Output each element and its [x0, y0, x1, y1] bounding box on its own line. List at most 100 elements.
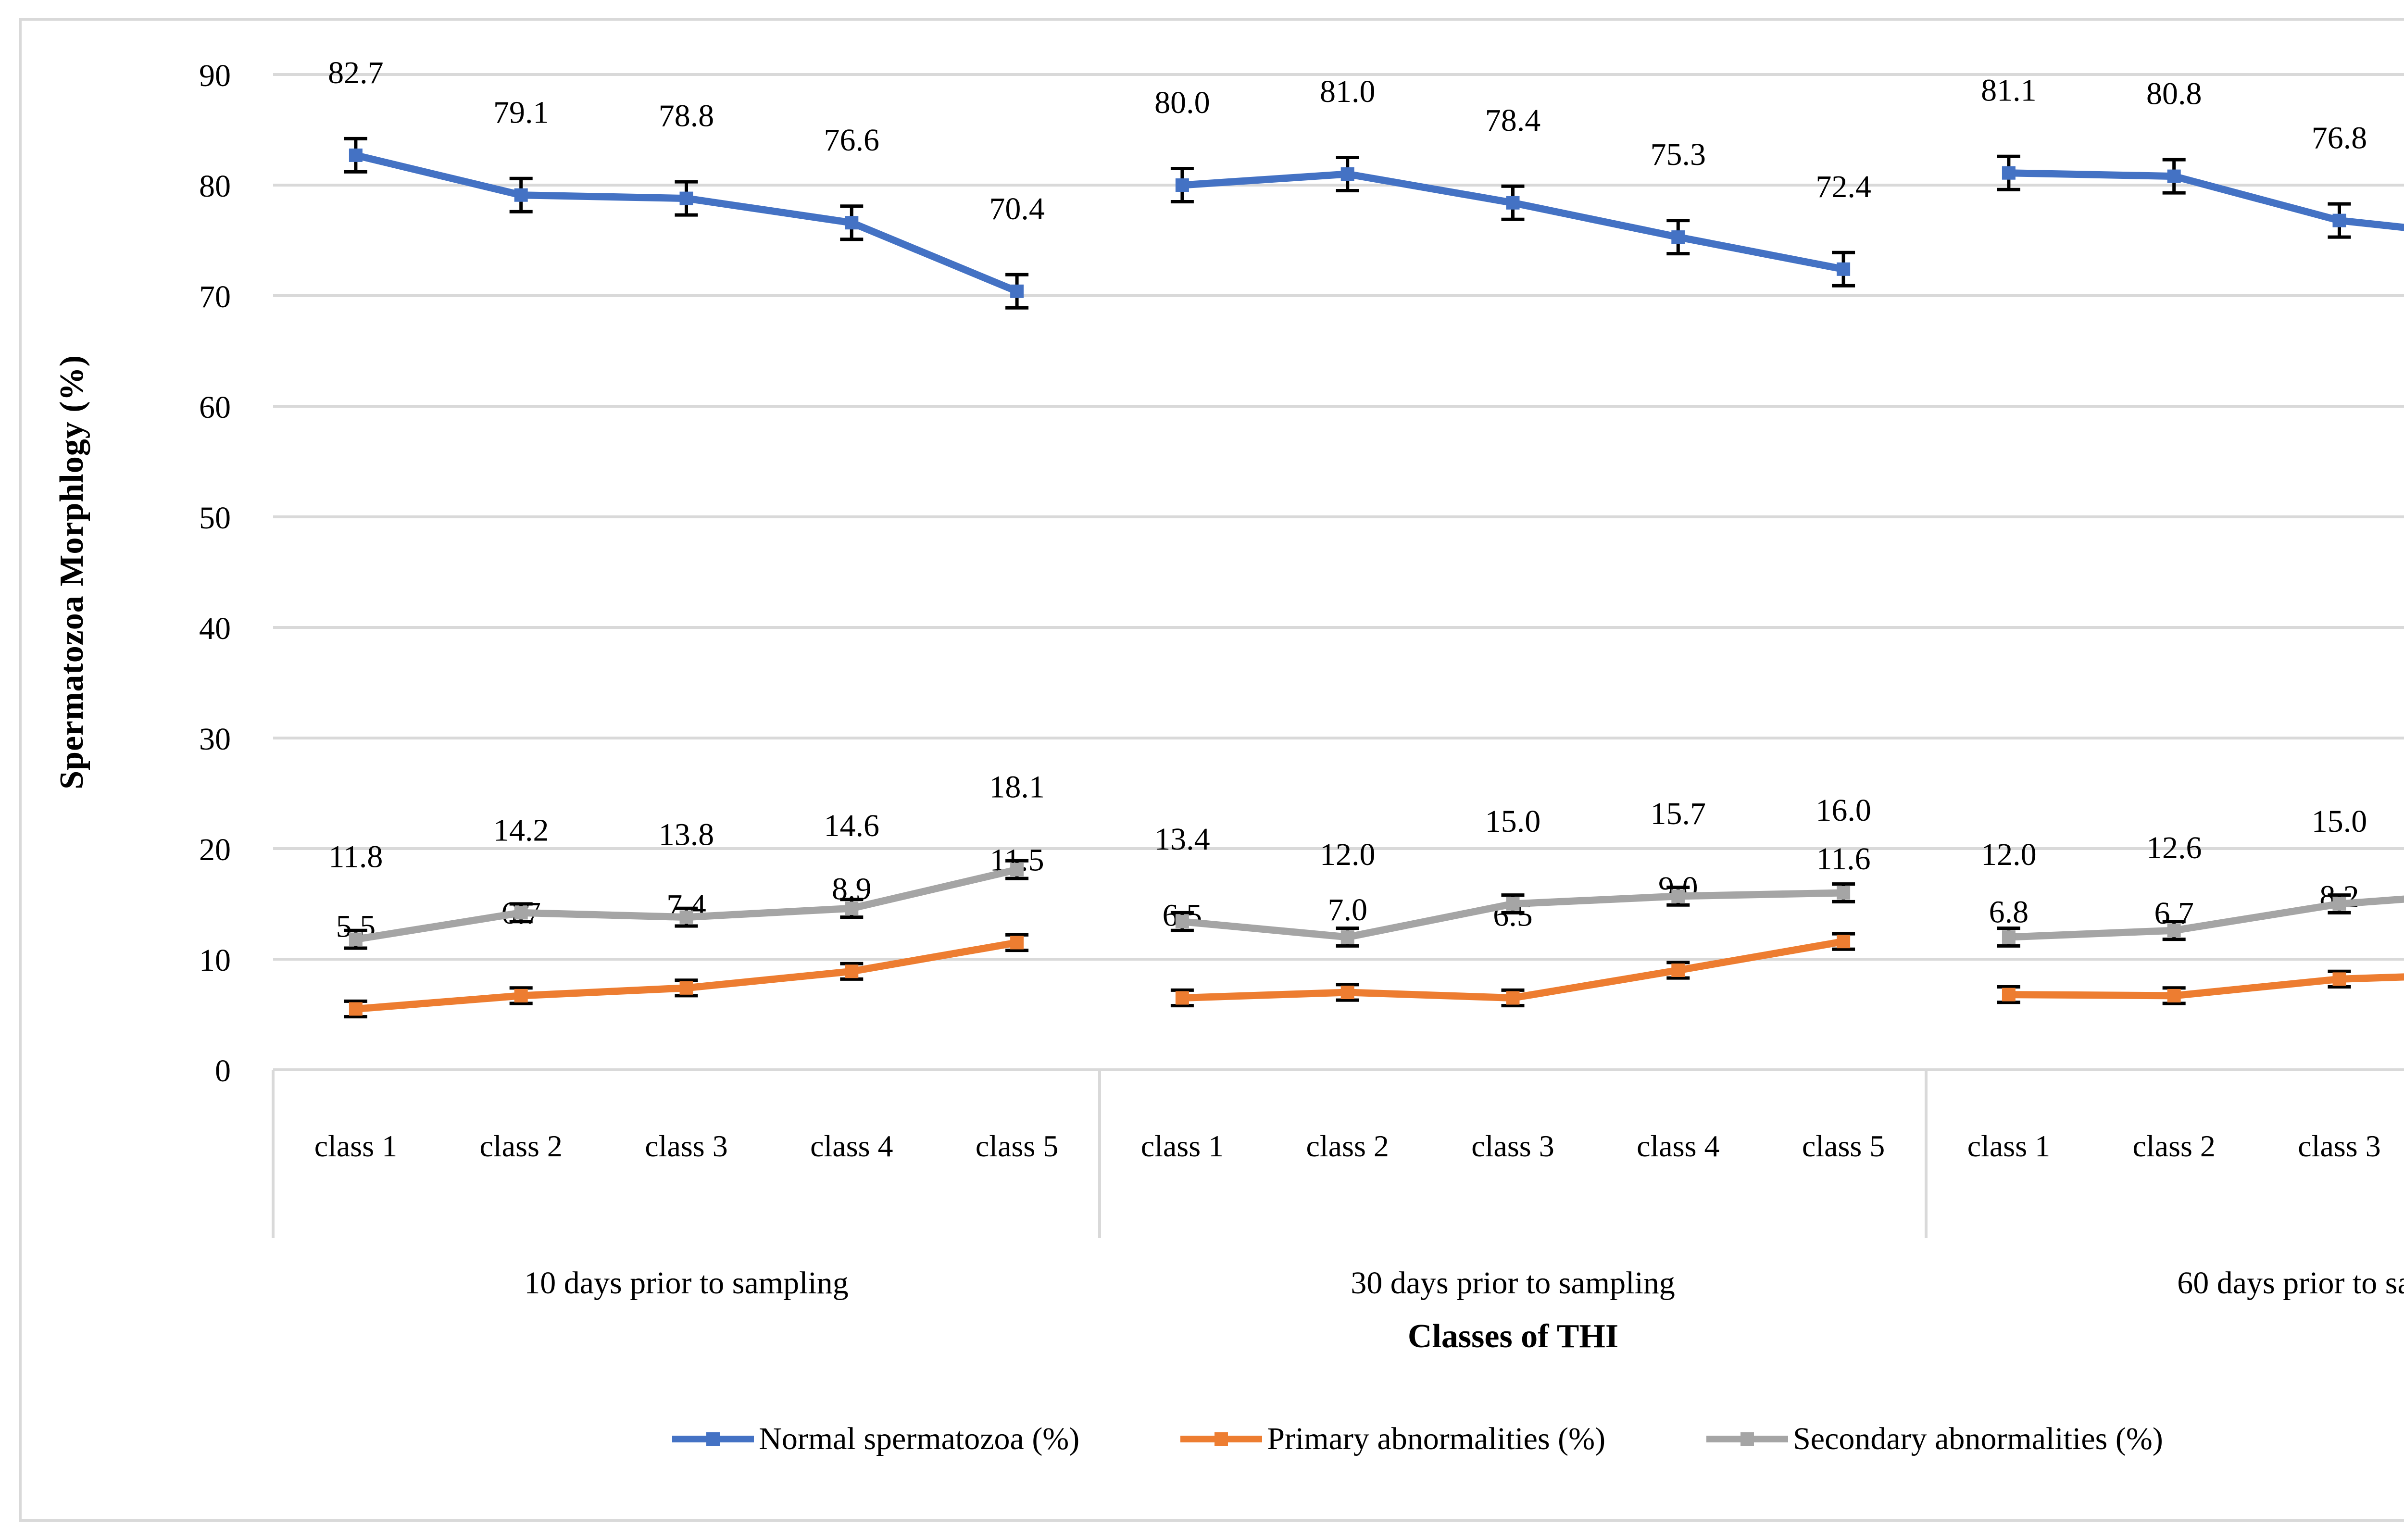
series-marker: [1010, 936, 1024, 950]
x-category-label: class 3: [645, 1129, 727, 1163]
y-tick-label: 70: [199, 279, 231, 314]
series-line: [352, 151, 1021, 295]
data-label: 75.3: [1651, 137, 1706, 172]
y-tick-label: 60: [199, 390, 231, 425]
series-marker: [2167, 924, 2181, 938]
data-label: 76.6: [824, 123, 880, 158]
series-marker: [1010, 863, 1024, 876]
series-marker: [2167, 169, 2181, 183]
y-tick-label: 10: [199, 943, 231, 978]
legend-label: Primary abnormalities (%): [1267, 1421, 1606, 1456]
series-marker: [514, 906, 528, 920]
x-group-label: 10 days prior to sampling: [524, 1265, 849, 1301]
y-tick-label: 40: [199, 611, 231, 646]
x-axis-title: Classes of THI: [1407, 1318, 1619, 1355]
series-marker: [1175, 991, 1189, 1005]
data-label: 76.8: [2312, 121, 2367, 156]
x-category-label: class 5: [976, 1129, 1058, 1163]
data-label: 72.4: [1816, 169, 1871, 204]
legend-marker-icon: [1180, 1432, 1263, 1446]
data-label: 14.6: [824, 808, 880, 843]
data-label: 12.6: [2146, 830, 2202, 865]
x-category-label: class 1: [314, 1129, 397, 1163]
series-marker: [1175, 178, 1189, 192]
series-marker: [1340, 986, 1354, 999]
series-marker: [2332, 972, 2346, 986]
series-marker: [349, 1002, 363, 1016]
data-label: 15.0: [1485, 804, 1541, 839]
data-label: 81.0: [1320, 74, 1376, 109]
data-label: 81.1: [1981, 73, 2037, 108]
data-label: 15.0: [2312, 804, 2367, 839]
legend-label: Secondary abnormalities (%): [1793, 1421, 2163, 1456]
legend-marker-icon: [1706, 1432, 1789, 1446]
series-marker: [514, 989, 528, 1002]
series-marker: [1671, 889, 1685, 903]
y-axis-title: Spermatozoa Morphlogy (%): [53, 355, 90, 789]
data-label: 14.2: [493, 813, 549, 848]
y-tick-label: 80: [199, 169, 231, 204]
series-marker: [1837, 262, 1851, 276]
series-marker: [679, 191, 693, 205]
data-label: 18.1: [989, 770, 1045, 805]
x-group-label: 30 days prior to sampling: [1351, 1265, 1675, 1301]
x-category-label: class 3: [1471, 1129, 1554, 1163]
legend-item: Secondary abnormalities (%): [1706, 1421, 2163, 1457]
series-marker: [1837, 935, 1851, 949]
y-tick-label: 50: [199, 501, 231, 536]
data-label: 12.0: [1981, 837, 2037, 872]
series-marker: [845, 901, 859, 915]
series-marker: [1671, 230, 1685, 244]
series-marker: [679, 981, 693, 995]
x-category-label: class 2: [2132, 1129, 2215, 1163]
series-marker: [1837, 886, 1851, 900]
data-label: 78.4: [1485, 103, 1541, 138]
series-marker: [1340, 167, 1354, 181]
data-label: 79.1: [493, 95, 549, 130]
series-marker: [845, 964, 859, 978]
data-label: 6.8: [1989, 895, 2029, 930]
series-marker: [2332, 897, 2346, 911]
y-tick-label: 20: [199, 832, 231, 867]
series-marker: [1340, 930, 1354, 944]
figure-border: [19, 18, 2404, 1522]
legend-label: Normal spermatozoa (%): [759, 1421, 1080, 1456]
data-label: 7.0: [1327, 892, 1367, 927]
x-group-label: 60 days prior to sampling: [2177, 1265, 2404, 1301]
legend-item: Normal spermatozoa (%): [672, 1421, 1079, 1457]
y-tick-label: 0: [215, 1053, 231, 1089]
x-category-label: class 1: [1141, 1129, 1224, 1163]
data-label: 13.8: [659, 817, 714, 852]
series-marker: [349, 932, 363, 946]
series-marker: [1506, 991, 1520, 1005]
series-marker: [1010, 284, 1024, 298]
x-category-label: class 2: [1306, 1129, 1389, 1163]
series-marker: [349, 148, 363, 162]
series-marker: [845, 216, 859, 230]
data-label: 13.4: [1154, 822, 1210, 857]
series-marker: [2167, 989, 2181, 1002]
x-category-label: class 5: [1802, 1129, 1885, 1163]
series-marker: [1506, 897, 1520, 911]
x-category-label: class 2: [479, 1129, 562, 1163]
data-label: 11.6: [1816, 841, 1871, 876]
y-tick-label: 30: [199, 722, 231, 757]
data-label: 12.0: [1320, 837, 1376, 872]
series-marker: [2332, 213, 2346, 227]
series-marker: [1671, 964, 1685, 977]
series-marker: [514, 188, 528, 202]
x-category-label: class 3: [2298, 1129, 2380, 1163]
series-marker: [2002, 988, 2016, 1002]
series-line: [352, 939, 1021, 1013]
series-marker: [679, 910, 693, 924]
data-label: 16.0: [1816, 793, 1871, 828]
data-label: 78.8: [659, 99, 714, 134]
data-label: 80.0: [1154, 85, 1210, 120]
data-label: 70.4: [989, 191, 1045, 226]
data-label: 15.7: [1651, 796, 1706, 831]
data-label: 11.8: [328, 839, 383, 875]
series-marker: [1506, 196, 1520, 210]
x-category-label: class 4: [810, 1129, 893, 1163]
